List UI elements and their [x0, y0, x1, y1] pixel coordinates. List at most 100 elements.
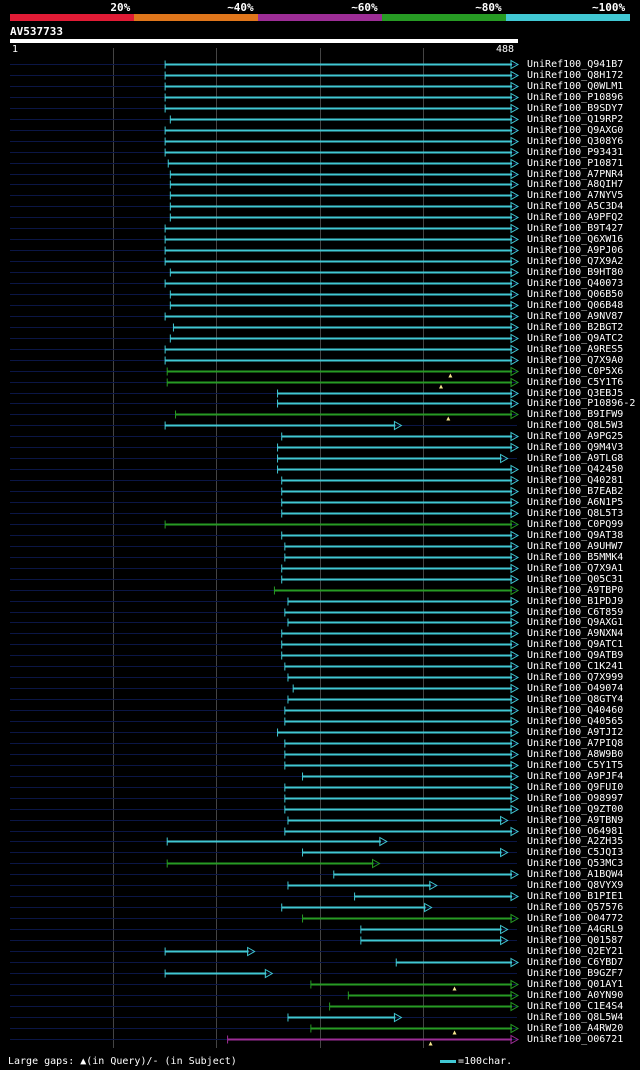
hit-label[interactable]: UniRef100_B9SDY7	[527, 102, 624, 114]
hit-arrow-icon	[510, 1023, 520, 1034]
hit-label[interactable]: UniRef100_B1PIE1	[527, 890, 624, 902]
hit-label[interactable]: UniRef100_A9NXN4	[527, 627, 624, 639]
hit-label[interactable]: UniRef100_Q8H172	[527, 69, 624, 81]
hit-label[interactable]: UniRef100_A9PJF4	[527, 770, 624, 782]
hit-label[interactable]: UniRef100_Q9AXG0	[527, 124, 624, 136]
hit-label[interactable]: UniRef100_Q42450	[527, 463, 624, 475]
hit-label[interactable]: UniRef100_C6YBD7	[527, 956, 624, 968]
hit-label[interactable]: UniRef100_B9GZF7	[527, 967, 624, 979]
hit-label[interactable]: UniRef100_Q2EY21	[527, 945, 624, 957]
hit-label[interactable]: UniRef100_A6N1P5	[527, 496, 624, 508]
hit-label[interactable]: UniRef100_Q40565	[527, 715, 624, 727]
hit-arrow-icon	[510, 431, 520, 442]
hit-label[interactable]: UniRef100_A9PG25	[527, 430, 624, 442]
hit-label[interactable]: UniRef100_P10896	[527, 91, 624, 103]
hit-label[interactable]: UniRef100_A2ZH35	[527, 835, 624, 847]
hit-label[interactable]: UniRef100_P93431	[527, 146, 624, 158]
hit-arrow-icon	[510, 256, 520, 267]
hit-label[interactable]: UniRef100_A7PNR4	[527, 168, 624, 180]
hit-label[interactable]: UniRef100_B1PDJ9	[527, 595, 624, 607]
hit-label[interactable]: UniRef100_C0P5X6	[527, 365, 624, 377]
hit-label[interactable]: UniRef100_A9NV87	[527, 310, 624, 322]
hit-label[interactable]: UniRef100_Q9ATC2	[527, 332, 624, 344]
hit-label[interactable]: UniRef100_B9HT80	[527, 266, 624, 278]
hit-label[interactable]: UniRef100_Q9AXG1	[527, 616, 624, 628]
hit-label[interactable]: UniRef100_Q8L5T3	[527, 507, 624, 519]
hit-label[interactable]: UniRef100_A9RES5	[527, 343, 624, 355]
hit-label[interactable]: UniRef100_C1K241	[527, 660, 624, 672]
hit-label[interactable]: UniRef100_Q40281	[527, 474, 624, 486]
hit-label[interactable]: UniRef100_Q308Y6	[527, 135, 624, 147]
hit-label[interactable]: UniRef100_Q9ATC1	[527, 638, 624, 650]
hit-label[interactable]: UniRef100_C1E4S4	[527, 1000, 624, 1012]
hit-label[interactable]: UniRef100_Q8L5W4	[527, 1011, 624, 1023]
hit-label[interactable]: UniRef100_Q7X9A1	[527, 562, 624, 574]
hit-arrow-icon	[510, 519, 520, 530]
hit-label[interactable]: UniRef100_O64981	[527, 825, 624, 837]
hit-label[interactable]: UniRef100_Q9AT38	[527, 529, 624, 541]
hit-label[interactable]: UniRef100_Q7X999	[527, 671, 624, 683]
hit-label[interactable]: UniRef100_A8W9B0	[527, 748, 624, 760]
hit-label[interactable]: UniRef100_A9PFQ2	[527, 211, 624, 223]
hit-label[interactable]: UniRef100_A7NYV5	[527, 189, 624, 201]
hit-label[interactable]: UniRef100_O06721	[527, 1033, 624, 1045]
hit-arrow-icon	[510, 92, 520, 103]
hit-label[interactable]: UniRef100_B5MMK4	[527, 551, 624, 563]
hit-label[interactable]: UniRef100_B9IFW9	[527, 408, 624, 420]
hit-label[interactable]: UniRef100_Q05C31	[527, 573, 624, 585]
hit-label[interactable]: UniRef100_Q9FUI0	[527, 781, 624, 793]
hit-label[interactable]: UniRef100_C5JQI3	[527, 846, 624, 858]
hit-label[interactable]: UniRef100_A9UHW7	[527, 540, 624, 552]
hit-label[interactable]: UniRef100_Q01587	[527, 934, 624, 946]
hit-label[interactable]: UniRef100_B2BGT2	[527, 321, 624, 333]
hit-label[interactable]: UniRef100_O49074	[527, 682, 624, 694]
hit-arrow-icon	[510, 158, 520, 169]
hit-label[interactable]: UniRef100_A9TBN9	[527, 814, 624, 826]
hit-label[interactable]: UniRef100_Q6XW16	[527, 233, 624, 245]
hit-arrow-icon	[510, 574, 520, 585]
hit-label[interactable]: UniRef100_P10896-2	[527, 397, 636, 409]
hit-label[interactable]: UniRef100_Q06B50	[527, 288, 624, 300]
hit-label[interactable]: UniRef100_A4RW20	[527, 1022, 624, 1034]
hit-label[interactable]: UniRef100_A9TLG8	[527, 452, 624, 464]
hit-label[interactable]: UniRef100_P10871	[527, 157, 624, 169]
hit-label[interactable]: UniRef100_C6T859	[527, 606, 624, 618]
hit-label[interactable]: UniRef100_Q7X9A0	[527, 354, 624, 366]
hit-label[interactable]: UniRef100_Q06B48	[527, 299, 624, 311]
hit-label[interactable]: UniRef100_A9PJ06	[527, 244, 624, 256]
hit-label[interactable]: UniRef100_A8QIH7	[527, 178, 624, 190]
hit-label[interactable]: UniRef100_Q40073	[527, 277, 624, 289]
hit-label[interactable]: UniRef100_C0PQ99	[527, 518, 624, 530]
hit-label[interactable]: UniRef100_Q53MC3	[527, 857, 624, 869]
hit-label[interactable]: UniRef100_Q19RP2	[527, 113, 624, 125]
hit-arrow-icon	[510, 530, 520, 541]
hit-arrow-icon	[510, 541, 520, 552]
hit-label[interactable]: UniRef100_Q7X9A2	[527, 255, 624, 267]
hit-label[interactable]: UniRef100_A4GRL9	[527, 923, 624, 935]
footer-gap-legend: Large gaps: ▲(in Query)/- (in Subject)	[8, 1056, 237, 1067]
hit-label[interactable]: UniRef100_Q9ZT00	[527, 803, 624, 815]
hit-label[interactable]: UniRef100_A7PIQ8	[527, 737, 624, 749]
hit-label[interactable]: UniRef100_Q8VYX9	[527, 879, 624, 891]
hit-label[interactable]: UniRef100_O98997	[527, 792, 624, 804]
hit-label[interactable]: UniRef100_C5Y1T6	[527, 376, 624, 388]
hit-label[interactable]: UniRef100_C5Y1T5	[527, 759, 624, 771]
hit-label[interactable]: UniRef100_Q8L5W3	[527, 419, 624, 431]
hit-label[interactable]: UniRef100_O04772	[527, 912, 624, 924]
hit-label[interactable]: UniRef100_A9TJI2	[527, 726, 624, 738]
hit-label[interactable]: UniRef100_Q941B7	[527, 58, 624, 70]
hit-label[interactable]: UniRef100_Q8GTY4	[527, 693, 624, 705]
hit-label[interactable]: UniRef100_A1BQW4	[527, 868, 624, 880]
hit-label[interactable]: UniRef100_B7EAB2	[527, 485, 624, 497]
hit-label[interactable]: UniRef100_Q9M4V3	[527, 441, 624, 453]
hit-label[interactable]: UniRef100_Q3EBJ5	[527, 387, 624, 399]
hit-label[interactable]: UniRef100_Q40460	[527, 704, 624, 716]
hit-label[interactable]: UniRef100_B9T427	[527, 222, 624, 234]
hit-label[interactable]: UniRef100_Q57576	[527, 901, 624, 913]
hit-label[interactable]: UniRef100_Q0WLM1	[527, 80, 624, 92]
hit-label[interactable]: UniRef100_A5C3D4	[527, 200, 624, 212]
hit-label[interactable]: UniRef100_Q9ATB9	[527, 649, 624, 661]
hit-label[interactable]: UniRef100_Q01AY1	[527, 978, 624, 990]
hit-label[interactable]: UniRef100_A9TBP0	[527, 584, 624, 596]
hit-label[interactable]: UniRef100_A0YN90	[527, 989, 624, 1001]
